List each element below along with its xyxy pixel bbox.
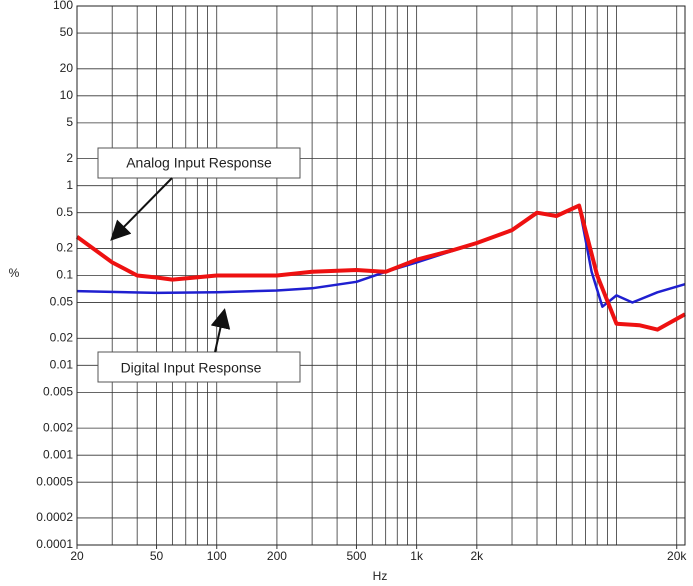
y-tick-label: 2 (66, 151, 73, 165)
y-tick-label: 100 (53, 0, 73, 12)
annotation: Analog Input Response (126, 155, 272, 171)
y-tick-label: 50 (60, 25, 74, 39)
y-tick-label: 0.5 (56, 205, 73, 219)
x-tick-label: 20k (667, 549, 687, 563)
y-tick-label: 1 (66, 178, 73, 192)
y-tick-label: 5 (66, 115, 73, 129)
y-tick-label: 0.002 (43, 420, 73, 434)
x-axis-label: Hz (373, 569, 388, 583)
y-tick-label: 20 (60, 61, 74, 75)
annotation: Digital Input Response (121, 360, 262, 376)
x-tick-label: 50 (150, 549, 164, 563)
y-tick-label: 0.1 (56, 268, 73, 282)
y-tick-label: 0.02 (50, 330, 74, 344)
y-tick-label: 0.01 (50, 358, 74, 372)
x-tick-label: 100 (207, 549, 227, 563)
y-tick-label: 0.05 (50, 295, 74, 309)
arrow (110, 177, 173, 241)
lines (75, 203, 686, 332)
y-tick-label: 0.001 (43, 447, 73, 461)
annotation-box (97, 147, 301, 179)
plot-frame (76, 5, 686, 546)
y-tick-label: 0.0005 (36, 474, 73, 488)
arrow (210, 308, 231, 353)
series-line (75, 203, 686, 332)
y-tick-label: 0.0002 (36, 510, 73, 524)
x-tick-label: 2k (470, 549, 484, 563)
y-tick-label: 0.0001 (36, 537, 73, 551)
y-axis-label: % (9, 266, 20, 280)
x-tick-label: 1k (410, 549, 424, 563)
annotation-box (97, 351, 301, 383)
y-tick-label: 0.2 (56, 241, 73, 255)
y-tick-label: 0.005 (43, 385, 73, 399)
x-tick-label: 20 (70, 549, 84, 563)
x-tick-label: 500 (346, 549, 366, 563)
x-tick-label: 200 (267, 549, 287, 563)
y-tick-label: 10 (60, 88, 74, 102)
